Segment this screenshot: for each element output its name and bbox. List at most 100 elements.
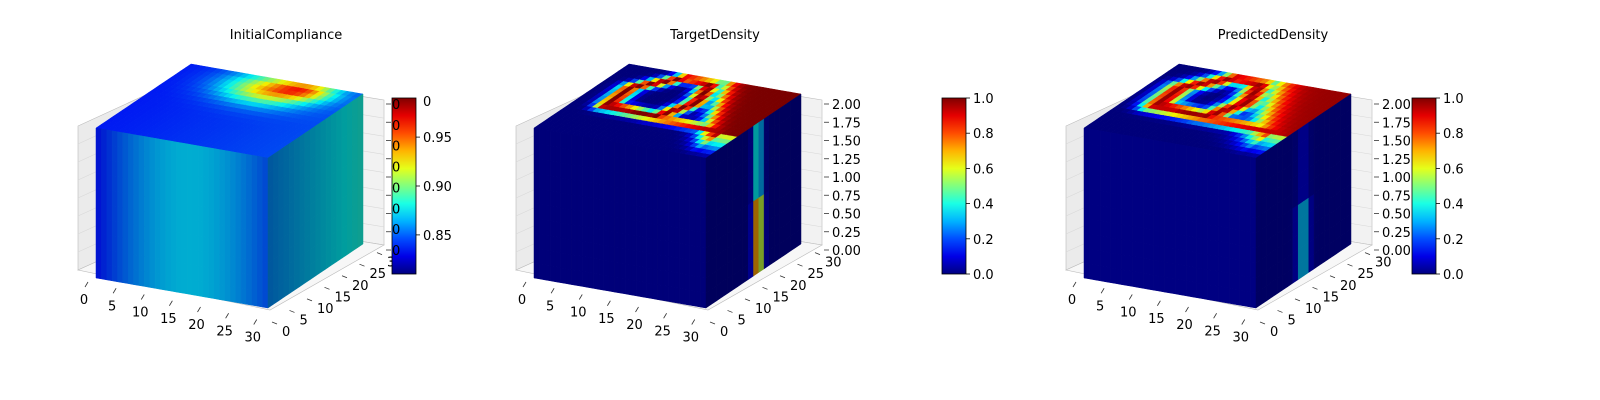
- voxel-front: [160, 274, 167, 291]
- voxel-front: [1159, 230, 1165, 248]
- voxel-front: [1094, 264, 1101, 282]
- x-tick-mark: [578, 294, 583, 300]
- x-tick-label: 10: [1120, 306, 1137, 321]
- voxel-front: [673, 227, 680, 244]
- voxel-front: [1250, 201, 1257, 219]
- voxel-right: [769, 111, 775, 131]
- voxel-front: [1250, 216, 1257, 234]
- voxel-front: [1126, 180, 1133, 197]
- voxel-front: [609, 260, 615, 278]
- voxel-front: [1212, 240, 1219, 257]
- voxel-front: [1089, 188, 1096, 206]
- voxel-front: [192, 219, 199, 237]
- voxel-front: [1159, 140, 1165, 158]
- voxel-front: [619, 232, 626, 250]
- voxel-front: [700, 231, 707, 249]
- voxel-front: [555, 146, 562, 163]
- voxel-front: [646, 237, 653, 254]
- colorbar-tick-label: 0.0: [973, 268, 994, 283]
- z-tick-label: 0.50: [832, 208, 861, 223]
- z-tick-label: 1.00: [1382, 171, 1411, 186]
- subplot-InitialCompliance: InitialCompliance05101520253005101520253…: [77, 28, 452, 346]
- voxel-front: [1105, 266, 1112, 283]
- voxel-front: [1105, 206, 1112, 223]
- voxel-front: [576, 270, 583, 287]
- voxel-front: [240, 287, 247, 305]
- voxel-front: [603, 154, 610, 172]
- voxel-front: [235, 197, 242, 214]
- voxel-front: [592, 257, 599, 275]
- voxel-front: [598, 199, 605, 216]
- voxel-front: [560, 207, 567, 224]
- voxel-front: [1089, 128, 1096, 146]
- voxel-right: [753, 121, 760, 142]
- voxel-front: [614, 216, 621, 234]
- voxel-front: [117, 176, 124, 193]
- voxel-front: [619, 157, 626, 175]
- voxel-front: [176, 231, 183, 249]
- voxel-front: [1169, 172, 1176, 190]
- voxel-front: [1250, 156, 1257, 174]
- y-tick-mark: [359, 263, 365, 267]
- voxel-front: [587, 242, 594, 259]
- voxel-front: [609, 140, 615, 158]
- voxel-front: [603, 274, 610, 292]
- voxel-front: [1191, 191, 1198, 208]
- voxel-front: [171, 245, 177, 263]
- x-tick-label: 25: [1204, 324, 1221, 339]
- voxel-front: [187, 263, 194, 281]
- voxel-front: [673, 272, 680, 289]
- voxel-front: [582, 241, 589, 258]
- voxel-front: [603, 244, 610, 262]
- voxel-front: [1132, 241, 1139, 258]
- voxel-front: [619, 172, 626, 190]
- voxel-front: [1202, 268, 1208, 285]
- voxel-front: [1207, 239, 1214, 256]
- colorbar-tick-label: 0.90: [423, 180, 452, 195]
- voxel-front: [224, 285, 231, 302]
- voxel-front: [160, 184, 167, 201]
- x-tick-mark: [1213, 313, 1217, 319]
- z-tick-label: 1.50: [1382, 135, 1411, 150]
- voxel-front: [1110, 132, 1117, 149]
- voxel-front: [133, 179, 140, 196]
- voxel-front: [117, 191, 124, 208]
- voxel-front: [1239, 214, 1246, 232]
- voxel-front: [560, 192, 567, 209]
- voxel-front: [1175, 143, 1182, 161]
- voxel-front: [549, 205, 556, 223]
- colorbar-tick-label: 0.8: [1443, 127, 1464, 142]
- voxel-front: [138, 195, 145, 212]
- voxel-front: [262, 156, 269, 174]
- x-tick-mark: [522, 281, 527, 288]
- voxel-front: [1083, 202, 1090, 220]
- voxel-front: [1223, 152, 1230, 169]
- voxel-front: [684, 184, 691, 201]
- voxel-front: [1121, 239, 1128, 256]
- voxel-front: [700, 216, 707, 234]
- voxel-front: [587, 197, 594, 214]
- voxel-right: [325, 114, 332, 135]
- voxel-front: [138, 210, 145, 227]
- voxel-front: [1202, 283, 1208, 300]
- voxel-front: [571, 164, 578, 181]
- voxel-front: [106, 189, 113, 207]
- voxel-front: [1218, 241, 1225, 258]
- voxel-front: [652, 268, 658, 285]
- voxel-front: [1116, 208, 1122, 225]
- voxel-front: [1218, 271, 1225, 288]
- voxel-front: [657, 239, 664, 256]
- voxel-front: [1239, 244, 1246, 262]
- voxel-front: [1202, 208, 1208, 225]
- voxel-front: [539, 173, 546, 191]
- voxel-right: [721, 143, 728, 163]
- voxel-front: [646, 267, 653, 284]
- voxel-front: [95, 142, 102, 160]
- voxel-front: [619, 262, 626, 280]
- voxel-front: [235, 287, 242, 304]
- voxel-front: [203, 281, 210, 298]
- voxel-front: [138, 165, 145, 182]
- voxel-front: [689, 229, 696, 247]
- voxel-front: [619, 277, 626, 295]
- voxel-front: [673, 287, 680, 304]
